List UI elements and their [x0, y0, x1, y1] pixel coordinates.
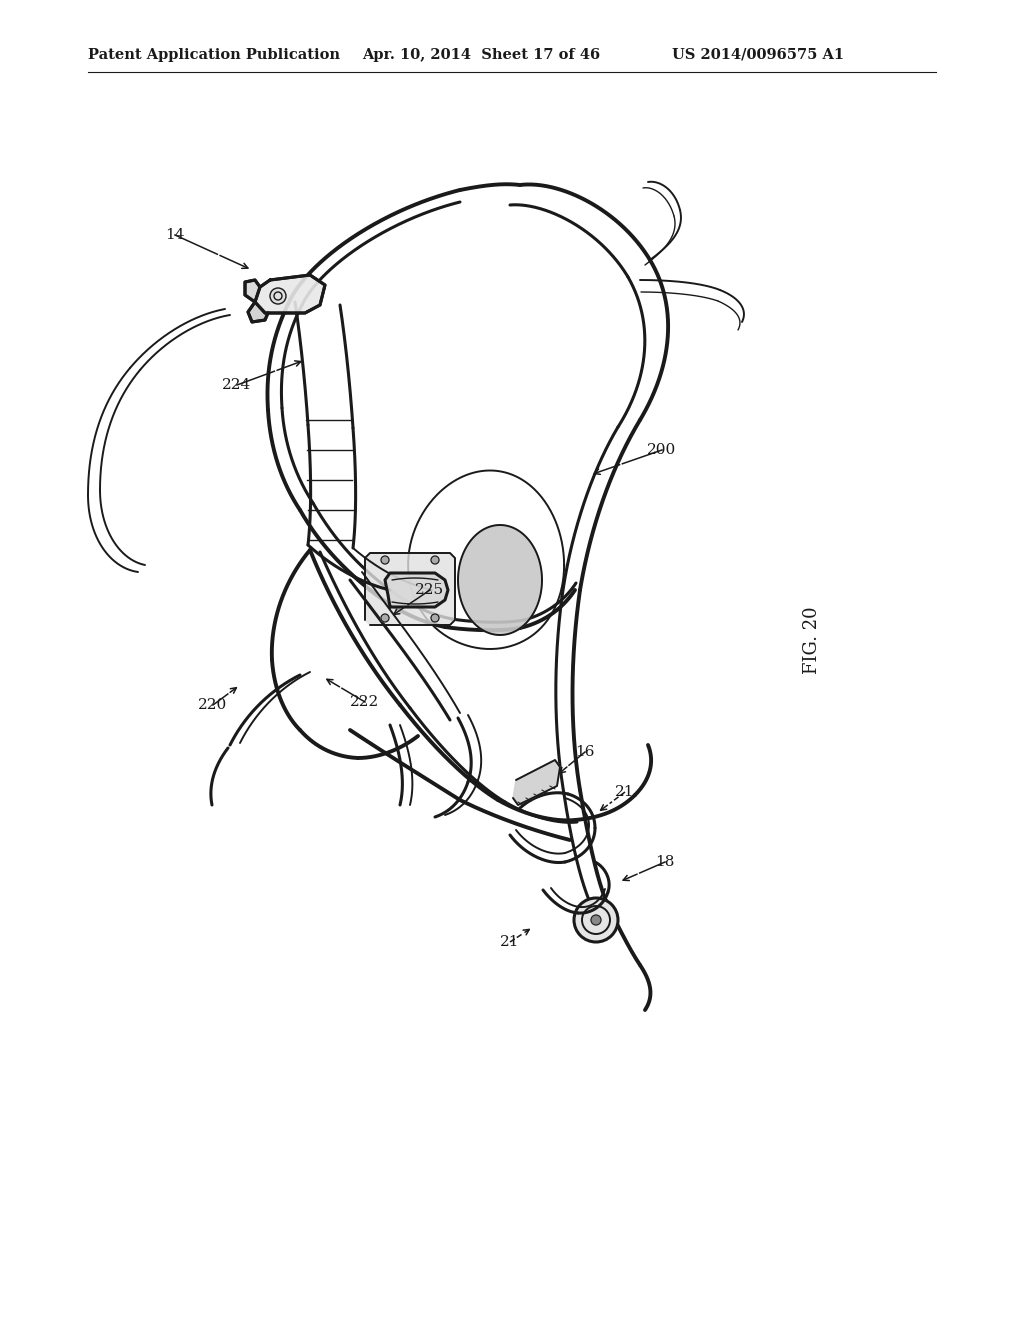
Circle shape — [431, 556, 439, 564]
Text: 220: 220 — [199, 698, 227, 711]
Text: 225: 225 — [416, 583, 444, 597]
Text: 21: 21 — [615, 785, 635, 799]
Text: 200: 200 — [647, 444, 677, 457]
Circle shape — [574, 898, 618, 942]
Text: 14: 14 — [165, 228, 184, 242]
Polygon shape — [513, 760, 560, 805]
Polygon shape — [245, 280, 260, 302]
Circle shape — [381, 614, 389, 622]
Polygon shape — [458, 525, 542, 635]
Text: 222: 222 — [350, 696, 380, 709]
Polygon shape — [385, 573, 449, 607]
Polygon shape — [248, 302, 268, 322]
Text: US 2014/0096575 A1: US 2014/0096575 A1 — [672, 48, 844, 62]
Circle shape — [431, 614, 439, 622]
Text: 224: 224 — [222, 378, 252, 392]
Text: Patent Application Publication: Patent Application Publication — [88, 48, 340, 62]
Polygon shape — [365, 553, 455, 624]
Text: FIG. 20: FIG. 20 — [803, 606, 821, 673]
Text: 16: 16 — [575, 744, 595, 759]
Text: Apr. 10, 2014  Sheet 17 of 46: Apr. 10, 2014 Sheet 17 of 46 — [362, 48, 600, 62]
Text: 18: 18 — [655, 855, 675, 869]
Circle shape — [270, 288, 286, 304]
Circle shape — [591, 915, 601, 925]
Text: 21: 21 — [501, 935, 520, 949]
Polygon shape — [255, 275, 325, 313]
Circle shape — [381, 556, 389, 564]
